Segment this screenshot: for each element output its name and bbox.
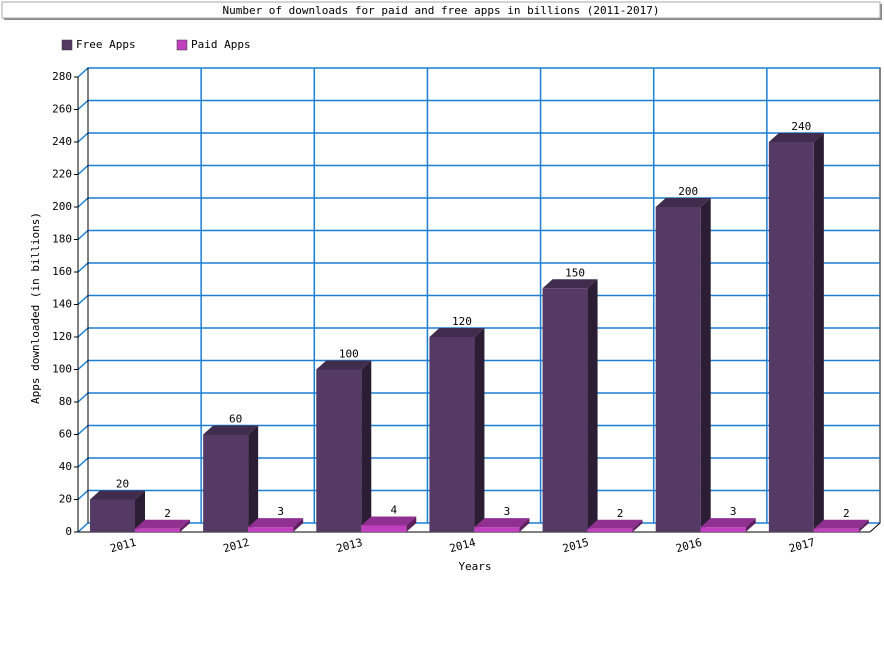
y-tick-label: 260 xyxy=(52,103,72,116)
bar xyxy=(203,434,249,532)
bar-side xyxy=(293,518,304,532)
bar xyxy=(700,527,746,532)
bar xyxy=(429,337,475,532)
chart-title: Number of downloads for paid and free ap… xyxy=(222,4,659,17)
value-label: 150 xyxy=(565,266,585,279)
y-tick-label: 80 xyxy=(59,395,72,408)
bar xyxy=(474,527,520,532)
bar-top xyxy=(700,518,756,528)
y-axis-label: Apps downloaded (in billions) xyxy=(29,212,42,404)
bar-top xyxy=(587,519,643,529)
legend-swatch xyxy=(176,39,188,51)
x-tick-label: 2013 xyxy=(335,536,364,555)
bar xyxy=(813,528,859,532)
x-tick-label: 2012 xyxy=(222,536,251,555)
x-tick-label: 2016 xyxy=(674,536,703,555)
bar-top xyxy=(203,425,259,435)
y-tick-label: 60 xyxy=(59,428,72,441)
value-label: 2 xyxy=(843,507,850,520)
bar-top xyxy=(248,518,304,528)
value-label: 3 xyxy=(277,505,284,518)
bar-top xyxy=(90,490,145,500)
y-tick-label: 180 xyxy=(52,233,72,246)
bar-side xyxy=(632,519,643,532)
y-tick-label: 280 xyxy=(52,70,72,83)
bar-top xyxy=(361,516,417,526)
value-label: 20 xyxy=(116,478,129,491)
bar-side xyxy=(858,519,869,532)
bar-side xyxy=(406,516,417,532)
bar-side xyxy=(700,198,711,532)
value-label: 4 xyxy=(390,504,397,517)
x-tick-label: 2014 xyxy=(448,536,477,556)
bar-top xyxy=(542,279,598,289)
bar-top xyxy=(474,518,530,528)
value-label: 3 xyxy=(504,505,511,518)
bar xyxy=(316,369,362,532)
bar-side xyxy=(180,519,190,532)
x-axis-label: Years xyxy=(458,560,491,573)
bar-side xyxy=(745,518,756,532)
y-tick-label: 100 xyxy=(52,363,72,376)
bar-side xyxy=(474,328,485,532)
legend-label: Paid Apps xyxy=(191,38,251,51)
y-tick-label: 0 xyxy=(65,525,72,538)
value-label: 2 xyxy=(617,507,624,520)
y-tick-label: 40 xyxy=(59,460,72,473)
value-label: 60 xyxy=(229,413,242,426)
bar-top xyxy=(135,519,190,529)
bar xyxy=(542,288,588,532)
title-box xyxy=(1,1,881,19)
bar-side xyxy=(135,490,145,532)
y-tick-label: 240 xyxy=(52,135,72,148)
y-tick-label: 160 xyxy=(52,265,72,278)
x-tick-label: 2011 xyxy=(109,536,138,555)
bar-top xyxy=(429,328,485,337)
floor-edge xyxy=(869,522,881,533)
x-tick-label: 2017 xyxy=(788,536,817,555)
value-label: 100 xyxy=(339,348,359,361)
bar-side xyxy=(519,518,530,532)
y-tick-label: 200 xyxy=(52,200,72,213)
legend-label: Free Apps xyxy=(76,38,136,51)
y-tick-label: 20 xyxy=(59,493,72,506)
bar-top xyxy=(813,519,869,529)
value-label: 2 xyxy=(164,507,171,520)
bar xyxy=(655,207,701,532)
bar xyxy=(135,528,180,532)
bar-top xyxy=(316,360,372,370)
bar xyxy=(90,499,135,532)
y-tick-label: 140 xyxy=(52,298,72,311)
bar-side xyxy=(587,279,598,532)
y-tick-label: 120 xyxy=(52,330,72,343)
bar xyxy=(248,527,294,532)
bar-top xyxy=(655,198,711,207)
value-label: 3 xyxy=(730,505,737,518)
bar-side xyxy=(361,360,372,532)
bar-side xyxy=(813,133,824,532)
value-label: 240 xyxy=(791,120,811,133)
legend-swatch xyxy=(61,39,73,51)
value-label: 200 xyxy=(678,185,698,198)
bar xyxy=(361,525,407,532)
bar-side xyxy=(248,425,259,532)
x-tick-label: 2015 xyxy=(561,536,590,555)
bar xyxy=(768,142,814,532)
bar-top xyxy=(768,133,824,142)
y-tick-label: 220 xyxy=(52,168,72,181)
value-label: 120 xyxy=(452,315,472,328)
bar xyxy=(587,528,633,532)
